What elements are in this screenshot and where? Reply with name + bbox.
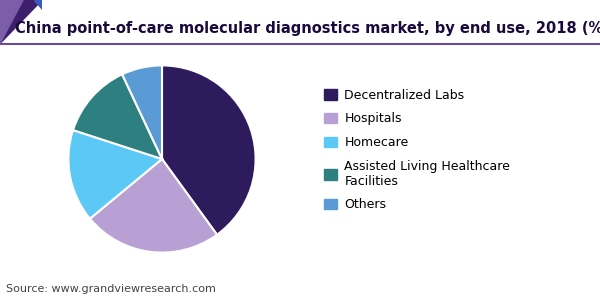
Legend: Decentralized Labs, Hospitals, Homecare, Assisted Living Healthcare
Facilities, : Decentralized Labs, Hospitals, Homecare,…: [324, 89, 510, 211]
Text: China point-of-care molecular diagnostics market, by end use, 2018 (%): China point-of-care molecular diagnostic…: [14, 21, 600, 36]
Text: Source: www.grandviewresearch.com: Source: www.grandviewresearch.com: [6, 284, 216, 294]
Wedge shape: [73, 74, 162, 159]
Polygon shape: [0, 0, 23, 44]
Wedge shape: [68, 130, 162, 219]
Wedge shape: [90, 159, 217, 253]
Wedge shape: [122, 65, 162, 159]
Polygon shape: [0, 0, 42, 44]
Polygon shape: [34, 0, 42, 9]
Wedge shape: [162, 65, 256, 235]
